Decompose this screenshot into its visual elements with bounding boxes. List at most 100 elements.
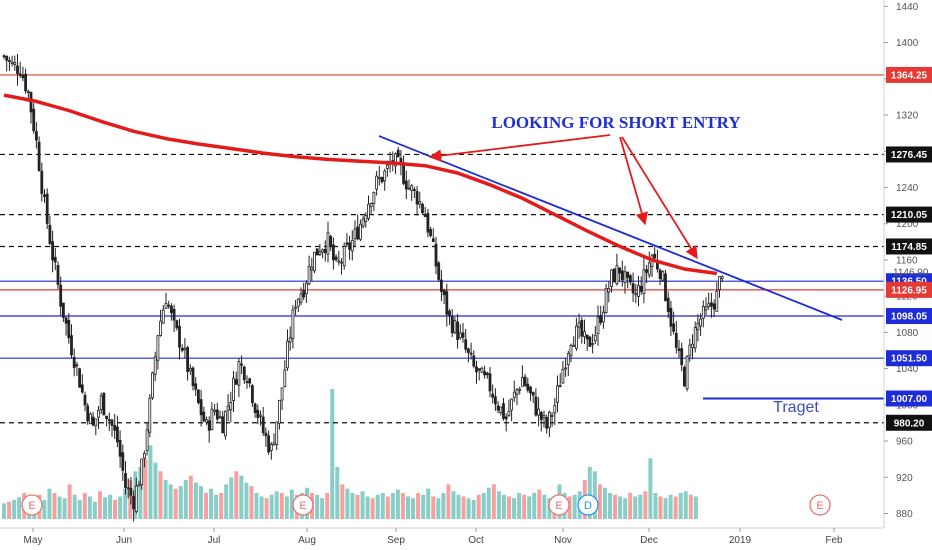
y-tick-label: 1400: [896, 38, 919, 49]
x-tick-label: 2019: [729, 535, 752, 546]
volume-bar: [496, 491, 501, 519]
candle-body: [688, 344, 692, 356]
y-tick-label: 1440: [896, 2, 919, 13]
candle-body: [553, 404, 557, 414]
volume-bar: [542, 494, 547, 519]
volume-bar: [517, 493, 522, 519]
volume-bar: [643, 491, 648, 519]
moving-average-layer: [3, 93, 718, 276]
volume-bar: [532, 493, 537, 519]
volume-layer: [2, 389, 698, 519]
candle-body: [653, 253, 657, 259]
x-tick-label: Jul: [208, 535, 221, 546]
candle-body: [545, 417, 549, 429]
volume-bar: [663, 498, 668, 519]
candle-body: [10, 61, 14, 64]
candle-body: [515, 388, 519, 395]
candle-body: [275, 421, 279, 445]
level-badge: [886, 146, 932, 163]
candle-body: [350, 240, 354, 252]
candle-body: [180, 347, 184, 351]
trendline-layer[interactable]: [378, 135, 843, 321]
candle-body: [45, 193, 49, 224]
candle-body: [537, 408, 540, 416]
volume-bar: [325, 493, 330, 519]
candle-body: [56, 265, 60, 285]
candle-body: [369, 203, 373, 208]
y-tick-label: 1240: [896, 183, 919, 194]
volume-bar: [315, 494, 320, 519]
volume-bar: [82, 493, 87, 519]
volume-bar: [623, 498, 628, 519]
candle-body: [531, 391, 535, 396]
volume-bar: [471, 499, 476, 519]
volume-bar: [92, 501, 97, 519]
candle-body: [43, 194, 46, 197]
candle-body: [596, 316, 600, 335]
level-badge: [886, 206, 932, 223]
volume-bar: [345, 488, 350, 519]
candle-body: [286, 340, 289, 369]
candle-body: [172, 309, 176, 321]
volume-bar: [602, 487, 607, 519]
event-marker[interactable]: [577, 494, 599, 516]
event-marker[interactable]: [292, 494, 314, 516]
candle-body: [464, 339, 468, 350]
volume-bar: [355, 494, 360, 519]
event-marker[interactable]: [809, 494, 831, 516]
candle-body: [307, 265, 311, 285]
event-marker[interactable]: [548, 494, 570, 516]
candle-body: [116, 426, 119, 443]
volume-bar: [365, 496, 370, 519]
volume-bar: [683, 491, 688, 519]
candle-body: [210, 408, 214, 430]
candle-body: [639, 285, 643, 292]
volume-bar: [461, 496, 466, 519]
candle-body: [453, 320, 457, 333]
candle-body: [429, 229, 433, 237]
volume-bar: [486, 487, 491, 519]
candle-body: [575, 325, 578, 349]
candle-body: [647, 262, 651, 276]
candle-body: [466, 348, 470, 353]
candle-body: [323, 248, 327, 254]
candle-body: [491, 393, 495, 398]
candle-body: [5, 55, 9, 61]
candle-body: [626, 271, 630, 278]
event-marker[interactable]: [21, 494, 43, 516]
candle-body: [24, 73, 28, 92]
candle-body: [693, 327, 697, 349]
candle-body: [507, 410, 511, 416]
downtrend-line[interactable]: [378, 135, 843, 321]
volume-bar: [668, 494, 673, 519]
candle-body: [331, 244, 335, 261]
candle-body: [367, 203, 370, 219]
event-marker-label: E: [28, 500, 35, 512]
candle-body: [461, 332, 465, 338]
candle-body: [539, 411, 543, 421]
candle-body: [59, 284, 63, 307]
candle-body: [13, 62, 17, 65]
candle-body: [245, 381, 249, 383]
candle-body: [105, 415, 108, 420]
candle-body: [661, 271, 665, 281]
x-tick-label: Feb: [825, 535, 843, 546]
volume-bar: [42, 499, 47, 519]
volume-bar: [476, 494, 481, 519]
candle-body: [134, 485, 138, 512]
candle-body: [450, 315, 454, 334]
volume-bar: [67, 484, 72, 519]
volume-bar: [597, 484, 602, 519]
volume-bar: [229, 477, 234, 519]
volume-bar: [12, 499, 17, 519]
candle-body: [583, 331, 586, 338]
candle-body: [64, 317, 68, 324]
event-marker-label: E: [816, 500, 823, 512]
candle-body: [321, 249, 325, 253]
level-badge: [886, 350, 932, 367]
candle-body: [40, 170, 44, 194]
candle-body: [610, 269, 613, 287]
candle-body: [356, 226, 360, 240]
x-tick-label: Oct: [468, 535, 484, 546]
